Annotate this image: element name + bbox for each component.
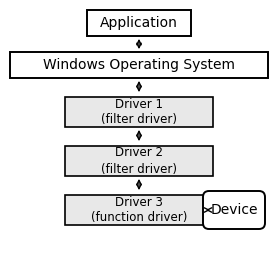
FancyBboxPatch shape xyxy=(65,97,213,127)
FancyBboxPatch shape xyxy=(10,52,268,78)
Text: Windows Operating System: Windows Operating System xyxy=(43,58,235,72)
FancyBboxPatch shape xyxy=(203,191,265,229)
Text: Driver 1
(filter driver): Driver 1 (filter driver) xyxy=(101,98,177,127)
Text: Device: Device xyxy=(210,203,258,217)
FancyBboxPatch shape xyxy=(87,10,191,36)
FancyBboxPatch shape xyxy=(65,146,213,176)
Text: Application: Application xyxy=(100,16,178,30)
Text: Driver 2
(filter driver): Driver 2 (filter driver) xyxy=(101,146,177,175)
Text: Driver 3
(function driver): Driver 3 (function driver) xyxy=(91,195,187,224)
FancyBboxPatch shape xyxy=(65,195,213,225)
